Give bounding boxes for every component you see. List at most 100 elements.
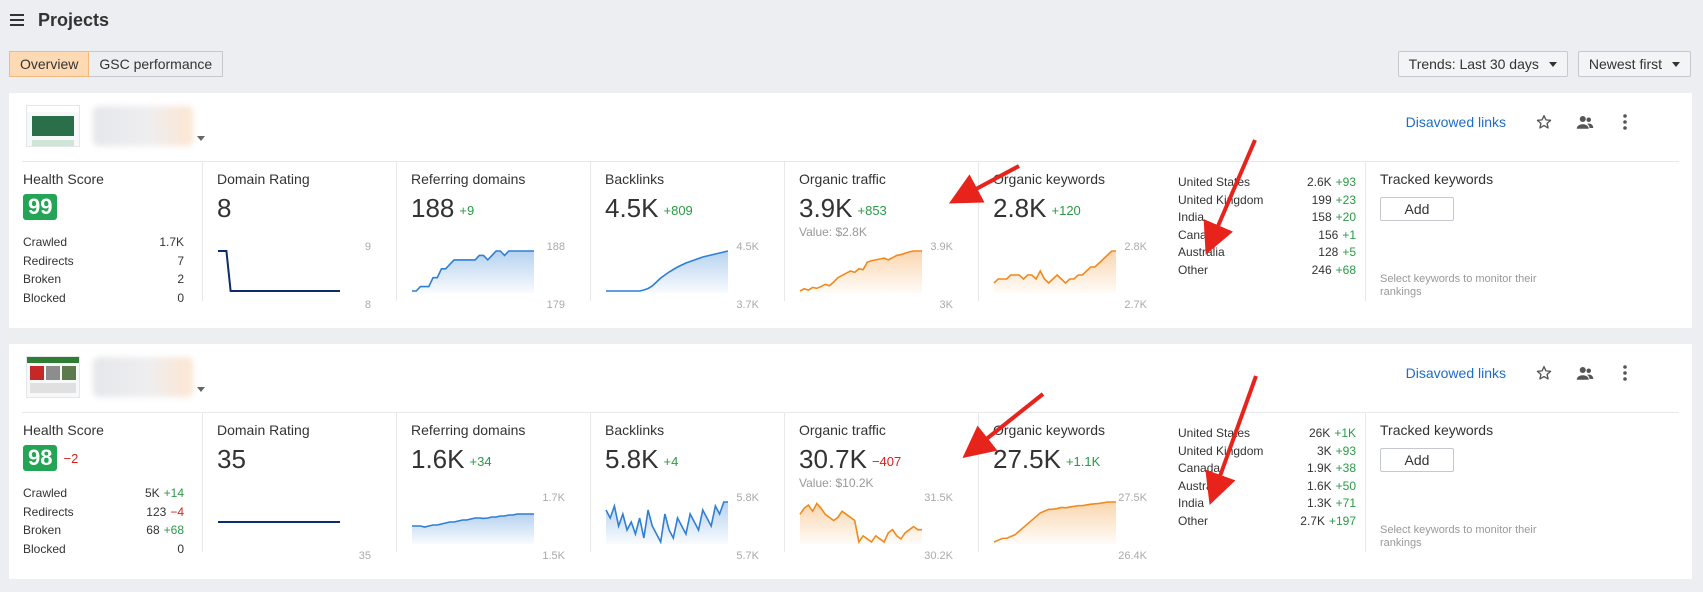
country-value: 199	[1311, 192, 1332, 207]
country-row[interactable]: India 1.3K +71	[1178, 496, 1356, 514]
more-options-icon[interactable]	[1613, 361, 1637, 385]
country-name: Canada	[1178, 461, 1221, 476]
crawl-stat-row[interactable]: Redirects 7	[23, 254, 184, 273]
country-row[interactable]: United Kingdom 199 +23	[1178, 193, 1356, 211]
referring-domains-cell[interactable]: Referring domains 188 +9 188 179	[397, 161, 591, 311]
health-score-badge: 99	[23, 194, 58, 220]
metric-value-wrap: 3.9K +853	[799, 193, 887, 224]
country-row[interactable]: Australia 128 +5	[1178, 245, 1356, 263]
metric-label: Organic keywords	[993, 171, 1106, 187]
metric-value: 5.8K	[605, 444, 659, 474]
country-row[interactable]: Other 2.7K +197	[1178, 514, 1356, 532]
country-row[interactable]: Australia 1.6K +50	[1178, 479, 1356, 497]
crawl-stat-label: Broken	[23, 523, 62, 537]
crawl-stat-value: 0	[177, 541, 184, 556]
country-name: India	[1178, 210, 1205, 225]
crawl-stat-row[interactable]: Crawled 1.7K	[23, 235, 184, 254]
disavowed-links-link[interactable]: Disavowed links	[1405, 365, 1506, 381]
crawl-stat-delta: +68	[163, 523, 184, 537]
crawl-stat-row[interactable]: Blocked 0	[23, 291, 184, 310]
series-area	[994, 502, 1116, 544]
crawl-stat-value: 123	[146, 504, 167, 519]
chevron-down-icon[interactable]	[197, 136, 205, 141]
country-row[interactable]: United States 2.6K +93	[1178, 175, 1356, 193]
hamburger-menu-icon[interactable]	[10, 14, 24, 26]
trends-dropdown[interactable]: Trends: Last 30 days	[1397, 51, 1568, 77]
country-value-wrap: 1.3K +71	[1293, 496, 1356, 514]
organic-keywords-cell[interactable]: Organic keywords 2.8K +120 2.8K 2.7K	[979, 161, 1173, 311]
p1-domain-rating-chart	[218, 250, 340, 292]
crawl-stat-row[interactable]: Crawled 5K +14	[23, 486, 184, 505]
country-row[interactable]: Other 246 +68	[1178, 263, 1356, 281]
add-keywords-button[interactable]: Add	[1380, 448, 1454, 472]
country-row[interactable]: Canada 156 +1	[1178, 228, 1356, 246]
domain-rating-cell[interactable]: Domain Rating 35 35	[203, 412, 397, 562]
crawl-stat-row[interactable]: Blocked 0	[23, 542, 184, 561]
country-delta: +68	[1335, 262, 1356, 277]
country-name: United States	[1178, 175, 1251, 189]
tab-gsc-performance[interactable]: GSC performance	[89, 51, 224, 77]
crawl-stat-label: Crawled	[23, 486, 68, 500]
country-row[interactable]: United States 26K +1K	[1178, 426, 1356, 444]
add-keywords-button[interactable]: Add	[1380, 197, 1454, 221]
project-name-redacted[interactable]	[93, 106, 193, 146]
health-score-cell[interactable]: Health Score 98 −2 Crawled 5K +14 Redirects 123…	[9, 412, 203, 556]
tab-overview[interactable]: Overview	[9, 51, 90, 77]
backlinks-cell[interactable]: Backlinks 4.5K +809 4.5K 3.7K	[591, 161, 785, 311]
card-divider	[22, 161, 1679, 162]
metric-value: 27.5K	[993, 444, 1061, 474]
organic-traffic-cell[interactable]: Organic traffic 30.7K −407 Value: $10.2K 31.…	[785, 412, 979, 562]
axis-bottom-label: 2.7K	[1124, 299, 1147, 311]
crawl-stat-row[interactable]: Redirects 123 −4	[23, 505, 184, 524]
organic-keywords-cell[interactable]: Organic keywords 27.5K +1.1K 27.5K 26.4K	[979, 412, 1173, 562]
country-value-wrap: 1.9K +38	[1293, 461, 1356, 479]
metric-value-wrap: 8	[217, 193, 231, 224]
share-people-icon[interactable]	[1573, 110, 1597, 134]
domain-rating-cell[interactable]: Domain Rating 8 9 8	[203, 161, 397, 311]
page-title: Projects	[38, 9, 110, 30]
crawl-stat-row[interactable]: Broken 68 +68	[23, 523, 184, 542]
country-delta: +20	[1335, 210, 1356, 225]
site-thumbnail[interactable]	[26, 105, 80, 147]
country-value-wrap: 1.6K +50	[1293, 479, 1356, 497]
series-line	[606, 250, 729, 292]
country-delta: +1	[1342, 227, 1356, 242]
p1-organic-keywords-chart	[993, 250, 1116, 293]
metric-value-wrap: 4.5K +809	[605, 193, 693, 224]
country-row[interactable]: Canada 1.9K +38	[1178, 461, 1356, 479]
backlinks-cell[interactable]: Backlinks 5.8K +4 5.8K 5.7K	[591, 412, 785, 562]
tracked-keywords-hint: Select keywords to monitor their ranking…	[1380, 524, 1537, 549]
crawl-stat-value: 2	[177, 272, 184, 286]
country-name: United States	[1178, 426, 1251, 440]
country-row[interactable]: India 158 +20	[1178, 210, 1356, 228]
referring-domains-cell[interactable]: Referring domains 1.6K +34 1.7K 1.5K	[397, 412, 591, 562]
country-value-wrap: 2.7K +197	[1293, 514, 1356, 532]
crawl-stat-label: Broken	[23, 272, 62, 286]
country-value-wrap: 199 +23	[1293, 193, 1356, 211]
star-icon[interactable]	[1532, 361, 1556, 385]
more-options-icon[interactable]	[1613, 110, 1637, 134]
sort-dropdown[interactable]: Newest first	[1577, 51, 1691, 77]
p1-organic-traffic-chart	[799, 250, 922, 293]
metric-value-wrap: 35	[217, 444, 246, 475]
share-people-icon[interactable]	[1573, 361, 1597, 385]
project-name-redacted[interactable]	[93, 357, 193, 397]
country-row[interactable]: United Kingdom 3K +93	[1178, 444, 1356, 462]
axis-bottom-label: 26.4K	[1118, 550, 1147, 562]
country-value: 2.6K	[1306, 175, 1332, 189]
metric-label: Organic keywords	[993, 422, 1106, 438]
health-score-value: 98	[23, 445, 58, 471]
organic-traffic-cell[interactable]: Organic traffic 3.9K +853 Value: $2.8K 3.9K 3…	[785, 161, 979, 311]
star-icon[interactable]	[1532, 110, 1556, 134]
series-line	[993, 501, 1116, 543]
health-score-cell[interactable]: Health Score 99 Crawled 1.7K Redirects 7 Broke…	[9, 161, 203, 305]
disavowed-links-link[interactable]: Disavowed links	[1405, 114, 1506, 130]
crawl-stat-row[interactable]: Broken 2	[23, 272, 184, 291]
chevron-down-icon[interactable]	[197, 387, 205, 392]
site-thumbnail[interactable]	[26, 356, 80, 398]
metric-value: 30.7K	[799, 444, 867, 474]
metric-value-wrap: 1.6K +34	[411, 444, 492, 475]
metric-delta: +853	[857, 203, 887, 218]
country-delta: +38	[1335, 461, 1356, 476]
country-delta: +93	[1335, 175, 1356, 189]
